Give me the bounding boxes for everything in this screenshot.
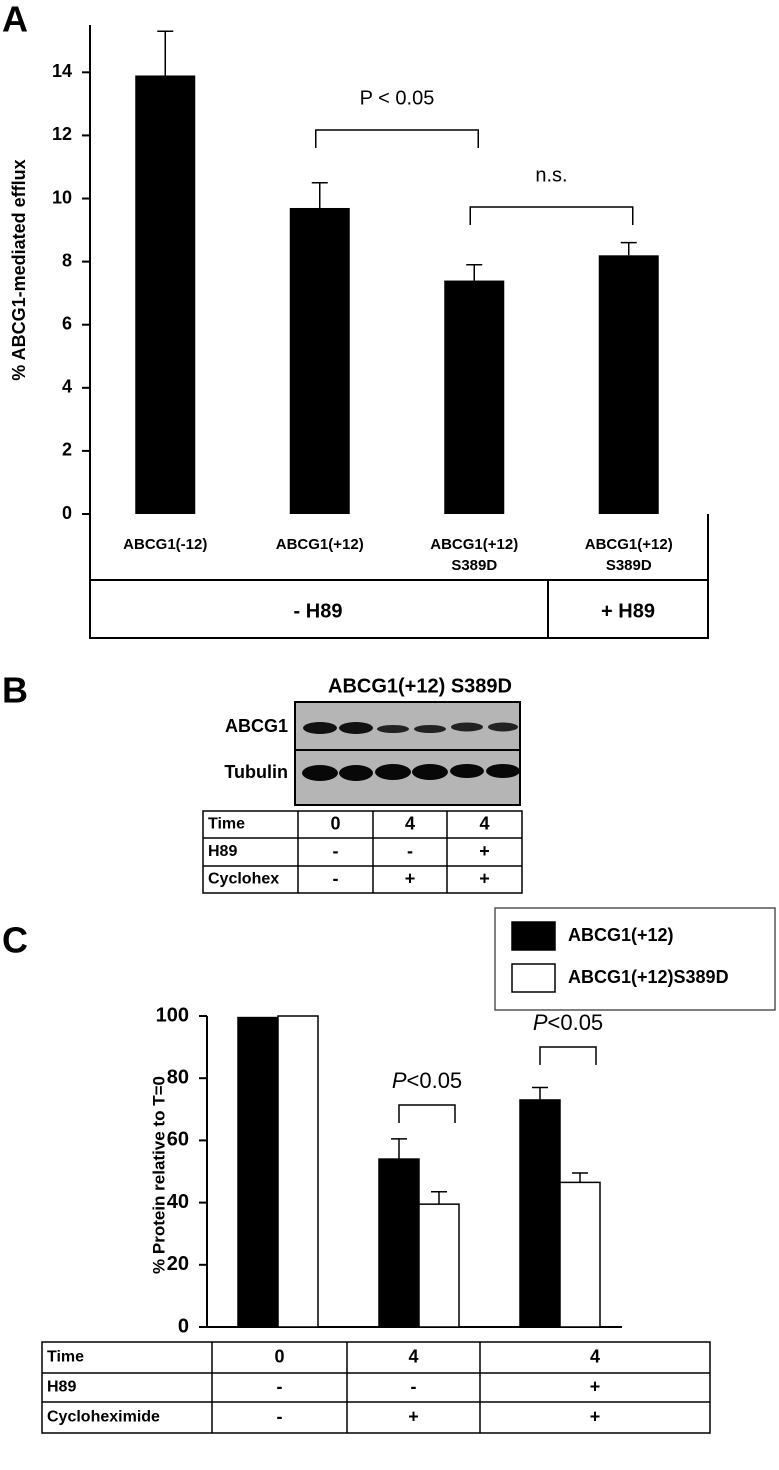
y-tick-label: 40 xyxy=(167,1191,189,1213)
error-bar xyxy=(532,1086,548,1100)
panel-label: C xyxy=(2,920,28,961)
error-bar xyxy=(391,1138,407,1160)
table-frame xyxy=(41,1341,711,1434)
group-label: - H89 xyxy=(294,600,343,622)
y-tick-label: 4 xyxy=(62,377,72,397)
legend-label: ABCG1(+12)S389D xyxy=(568,967,729,987)
annotation: P<0.05 xyxy=(392,1068,462,1093)
table-cell: - xyxy=(407,841,413,861)
blot-image xyxy=(294,701,521,806)
table-cell: + xyxy=(405,868,416,888)
bar xyxy=(135,75,196,514)
error-bar xyxy=(620,241,637,256)
error-bar xyxy=(311,181,328,208)
bar xyxy=(519,1099,561,1328)
bar xyxy=(444,280,505,514)
y-axis-label: % ABCG1-mediated efflux xyxy=(9,159,29,380)
error-bar xyxy=(466,264,483,281)
table-cell: - xyxy=(333,868,339,888)
table-cell: H89 xyxy=(47,1379,76,1396)
table-cell: 0 xyxy=(330,813,340,833)
bar xyxy=(598,255,659,514)
panel-label: A xyxy=(2,0,28,40)
blot-row-label: ABCG1 xyxy=(225,716,288,736)
table-cell: 4 xyxy=(479,813,489,833)
table-cell: + xyxy=(590,1376,601,1396)
significance-bracket xyxy=(315,129,479,148)
table-cell: + xyxy=(408,1406,419,1426)
bar xyxy=(289,207,350,514)
table-cell: Cycloheximide xyxy=(47,1409,160,1426)
panel-label: B xyxy=(2,670,28,711)
x-tick-label: ABCG1(-12) xyxy=(123,536,208,553)
table-cell: - xyxy=(333,841,339,861)
table-cell: 4 xyxy=(590,1346,600,1366)
y-tick-label: 60 xyxy=(167,1129,189,1151)
x-tick-label: ABCG1(+12) S389D xyxy=(584,536,673,574)
y-tick-label: 0 xyxy=(178,1315,189,1337)
y-tick-label: 20 xyxy=(167,1253,189,1275)
table-cell: - xyxy=(277,1406,283,1426)
significance-bracket xyxy=(539,1046,597,1065)
table-cell: + xyxy=(479,841,490,861)
table-cell: 0 xyxy=(274,1346,284,1366)
bar xyxy=(237,1016,279,1328)
y-tick-label: 6 xyxy=(62,313,72,333)
significance-bracket xyxy=(398,1104,456,1123)
x-tick-label: ABCG1(+12) S389D xyxy=(430,536,519,574)
blot-header: ABCG1(+12) S389D xyxy=(328,675,512,697)
bar xyxy=(559,1181,601,1328)
table-cell: + xyxy=(590,1406,601,1426)
annotation: P<0.05 xyxy=(533,1010,603,1035)
y-tick-label: 8 xyxy=(62,250,72,270)
legend-label: ABCG1(+12) xyxy=(568,925,674,945)
error-bar xyxy=(157,30,174,76)
table-cell: H89 xyxy=(208,843,237,860)
bar xyxy=(418,1203,460,1328)
table-frame xyxy=(89,514,709,639)
y-tick-label: 80 xyxy=(167,1066,189,1088)
table-cell: Time xyxy=(47,1349,84,1366)
table-cell: Time xyxy=(208,816,245,833)
table-cell: + xyxy=(479,868,490,888)
error-bar xyxy=(572,1172,588,1183)
bar xyxy=(378,1158,420,1328)
table-frame xyxy=(202,810,523,894)
x-tick-label: ABCG1(+12) xyxy=(275,536,364,553)
annotation: P < 0.05 xyxy=(360,87,435,109)
y-axis-label: % Protein relative to T=0 xyxy=(149,1076,168,1274)
y-tick-label: 2 xyxy=(62,440,72,460)
y-tick-label: 100 xyxy=(156,1004,189,1026)
annotation: n.s. xyxy=(535,164,567,186)
blot-row-label: Tubulin xyxy=(224,762,288,782)
legend-swatch xyxy=(511,963,556,993)
bar xyxy=(277,1015,319,1328)
table-cell: 4 xyxy=(405,813,415,833)
table-cell: 4 xyxy=(408,1346,418,1366)
legend-swatch xyxy=(511,921,556,951)
significance-bracket xyxy=(469,206,634,225)
table-cell: - xyxy=(277,1376,283,1396)
table-cell: Cyclohex xyxy=(208,871,279,888)
group-label: + H89 xyxy=(601,600,655,622)
y-tick-label: 12 xyxy=(52,124,72,144)
y-tick-label: 14 xyxy=(52,61,72,81)
table-cell: - xyxy=(411,1376,417,1396)
y-tick-label: 10 xyxy=(52,187,72,207)
error-bar xyxy=(431,1190,447,1205)
y-tick-label: 0 xyxy=(62,503,72,523)
